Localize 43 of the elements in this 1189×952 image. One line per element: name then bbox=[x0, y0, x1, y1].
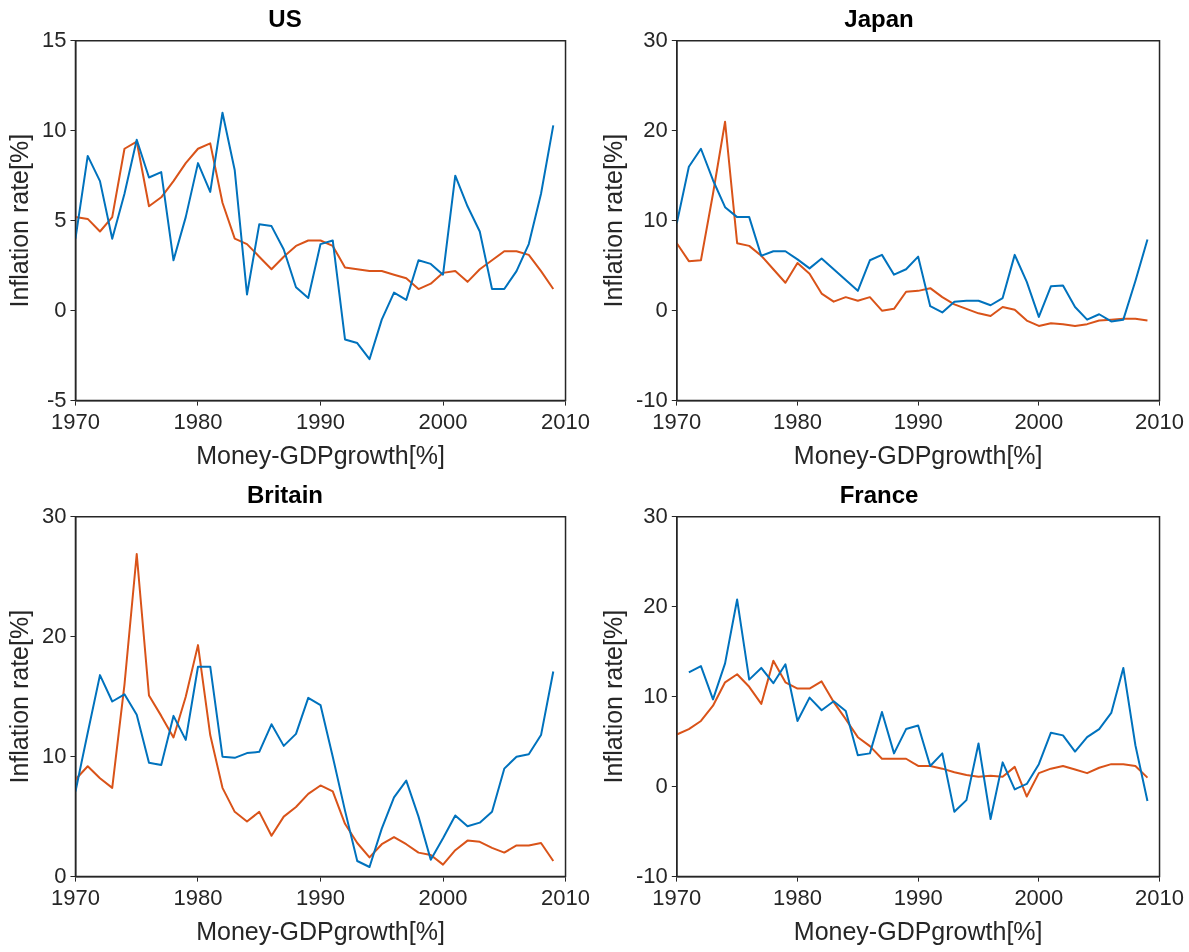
y-tick-label: 10 bbox=[643, 682, 668, 708]
y-tick-label: 10 bbox=[643, 206, 668, 232]
x-tick-label: 1980 bbox=[173, 884, 223, 910]
x-tick-label: 2000 bbox=[1014, 408, 1064, 434]
chart-title: Britain bbox=[246, 481, 324, 509]
x-tick-label: 1980 bbox=[173, 408, 223, 434]
y-tick-label: 5 bbox=[54, 206, 67, 232]
x-tick-label: 1980 bbox=[773, 408, 822, 434]
y-axis-title: Inflation rate[%] bbox=[598, 609, 627, 784]
x-tick-label: 1990 bbox=[893, 408, 943, 434]
y-tick-label: 0 bbox=[54, 296, 67, 322]
y-axis-title: Inflation rate[%] bbox=[598, 133, 627, 308]
x-axis-title: Money-GDPgrowth[%] bbox=[793, 916, 1043, 945]
x-tick-label: 1990 bbox=[296, 884, 345, 910]
y-tick-label: 0 bbox=[655, 772, 668, 798]
x-tick-label: 2010 bbox=[541, 884, 591, 910]
chart-title: Japan bbox=[844, 5, 914, 33]
x-axis-title: Money-GDPgrowth[%] bbox=[196, 916, 445, 945]
y-tick-label: 20 bbox=[643, 592, 668, 618]
y-tick-label: 10 bbox=[41, 116, 67, 142]
y-tick-label: 30 bbox=[643, 502, 668, 528]
y-tick-label: 15 bbox=[41, 26, 67, 52]
y-axis-title: Inflation rate[%] bbox=[4, 609, 33, 784]
x-tick-label: 1990 bbox=[893, 884, 943, 910]
x-tick-label: 2010 bbox=[541, 408, 591, 434]
y-tick-label: 30 bbox=[41, 502, 67, 528]
x-tick-label: 2000 bbox=[1014, 884, 1064, 910]
y-tick-label: 0 bbox=[655, 296, 668, 322]
y-tick-label: 30 bbox=[643, 26, 668, 52]
chart-title: France bbox=[839, 481, 919, 509]
y-tick-label: 20 bbox=[41, 622, 67, 648]
y-tick-label: 20 bbox=[643, 116, 668, 142]
x-tick-label: 2010 bbox=[1135, 884, 1185, 910]
x-axis-title: Money-GDPgrowth[%] bbox=[793, 440, 1043, 469]
x-axis-title: Money-GDPgrowth[%] bbox=[196, 440, 445, 469]
y-axis-title: Inflation rate[%] bbox=[4, 133, 33, 308]
x-tick-label: 2000 bbox=[418, 408, 468, 434]
x-tick-label: 2010 bbox=[1135, 408, 1185, 434]
x-tick-label: 1980 bbox=[773, 884, 822, 910]
x-tick-label: 1990 bbox=[296, 408, 345, 434]
x-tick-label: 2000 bbox=[418, 884, 468, 910]
y-tick-label: 10 bbox=[41, 742, 67, 768]
chart-title: US bbox=[268, 5, 302, 33]
